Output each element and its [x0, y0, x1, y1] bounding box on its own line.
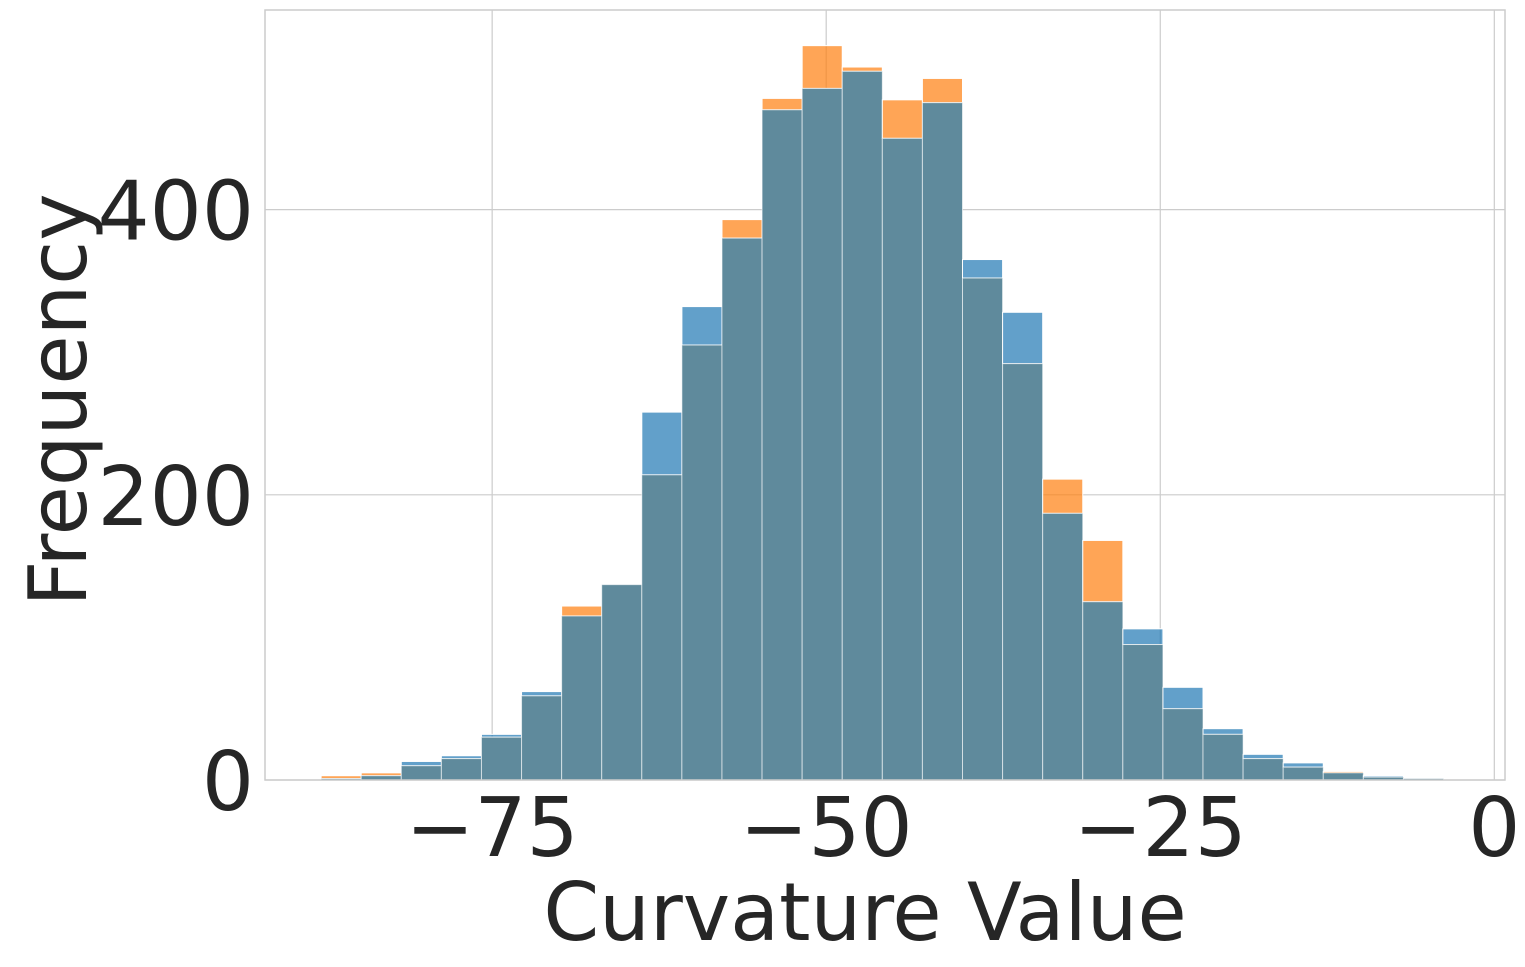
overlap-bar: [1162, 708, 1204, 781]
series-1-bar: [1282, 762, 1324, 768]
y-tick-label: 200: [97, 450, 254, 545]
overlap-bar: [962, 277, 1004, 781]
series-2-bar: [801, 45, 843, 89]
plot-frame: [264, 9, 1506, 781]
overlap-bar: [1002, 363, 1044, 781]
series-1-bar: [1202, 728, 1244, 735]
series-1-bar: [641, 411, 683, 476]
overlap-bar: [881, 137, 923, 781]
overlap-bar: [641, 474, 683, 781]
overlap-bar: [440, 758, 482, 781]
overlap-bar: [1322, 772, 1364, 781]
overlap-bar: [841, 70, 883, 781]
overlap-bar: [761, 109, 803, 781]
overlap-bar: [1122, 644, 1164, 781]
overlap-bar: [561, 615, 603, 781]
series-1-bar: [400, 760, 442, 767]
series-2-bar: [721, 219, 763, 239]
x-tick-label: −50: [740, 781, 913, 876]
overlap-bar: [1082, 601, 1124, 781]
overlap-bar: [1282, 766, 1324, 781]
overlap-bar: [721, 237, 763, 781]
x-axis-label: Curvature Value: [543, 866, 1186, 959]
series-2-bar: [921, 77, 964, 104]
histogram-bars: [320, 45, 1445, 781]
tick-labels: −75 −50 −25 0 0 200 400: [97, 165, 1520, 876]
series-1-bar: [681, 306, 723, 346]
series-1-bar: [1242, 753, 1284, 760]
series-2-bar: [841, 66, 883, 72]
series-2-bar: [561, 605, 603, 617]
overlap-bar: [921, 102, 964, 781]
series-2-bar: [1042, 478, 1084, 514]
series-1-bar: [1122, 628, 1164, 646]
series-1-bar: [1162, 686, 1204, 710]
series-2-bar: [761, 97, 803, 111]
overlap-bar: [1242, 758, 1284, 781]
overlap-bar: [601, 584, 643, 781]
overlap-bar: [1042, 512, 1084, 781]
overlap-bar: [521, 695, 563, 781]
series-1-bar: [962, 259, 1004, 279]
y-tick-label: 400: [97, 165, 254, 260]
series-1-bar: [1002, 311, 1044, 365]
x-tick-label: −75: [406, 781, 579, 876]
y-tick-label: 0: [202, 735, 254, 830]
series-2-bar: [1082, 539, 1124, 603]
x-tick-label: 0: [1468, 781, 1520, 876]
overlap-bar: [681, 344, 723, 781]
overlap-bar: [480, 736, 523, 781]
series-2-bar: [881, 99, 923, 139]
y-axis-label: Frequency: [12, 193, 105, 606]
series-1-bar: [521, 691, 563, 697]
overlap-bar: [801, 87, 843, 781]
overlap-bar: [400, 765, 442, 781]
x-tick-label: −25: [1074, 781, 1247, 876]
overlap-bar: [1202, 733, 1244, 781]
